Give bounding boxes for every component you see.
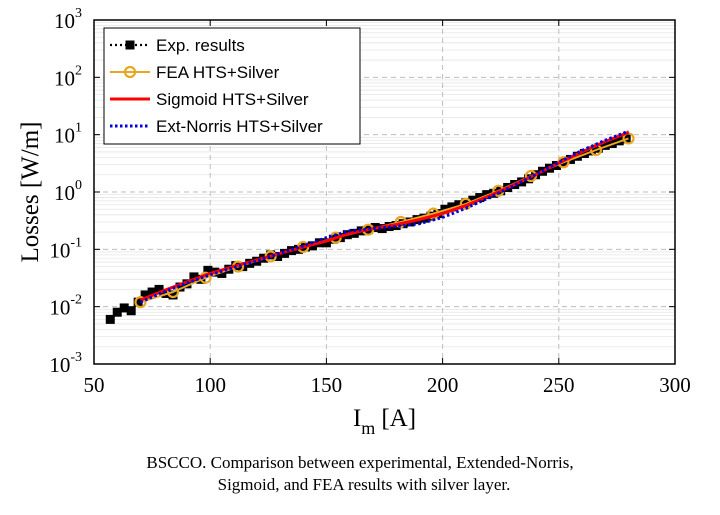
data-point xyxy=(461,198,471,208)
legend: Exp. results FEA HTS+Silver Sigmoid HTS+Si… xyxy=(103,27,361,145)
caption-line-1: BSCCO. Comparison between experimental, … xyxy=(146,453,574,472)
grid xyxy=(94,20,675,364)
y-tick-label: 103 xyxy=(54,6,82,33)
y-tick-label: 101 xyxy=(54,121,82,148)
legend-label: Ext-Norris HTS+Silver xyxy=(156,117,323,136)
data-point xyxy=(203,265,213,275)
legend-label: Sigmoid HTS+Silver xyxy=(156,90,309,109)
x-tick-label: 300 xyxy=(659,373,691,397)
legend-marker xyxy=(123,65,137,79)
x-tick-label: 100 xyxy=(194,373,226,397)
data-point xyxy=(126,306,136,316)
x-tick-label: 200 xyxy=(427,373,459,397)
data-point xyxy=(154,284,164,294)
y-tick-label: 100 xyxy=(54,178,82,205)
data-point xyxy=(182,279,192,289)
data-point xyxy=(119,303,129,313)
legend-marker xyxy=(125,40,135,50)
series-ext-norris-hts-silver xyxy=(139,129,630,304)
data-point xyxy=(273,251,283,261)
data-point xyxy=(454,200,464,210)
y-tick-label: 10-3 xyxy=(49,350,82,377)
x-tick-label: 50 xyxy=(84,373,105,397)
data-point xyxy=(447,202,457,212)
legend-label: FEA HTS+Silver xyxy=(156,63,280,82)
legend-label: Exp. results xyxy=(156,36,245,55)
x-tick-label: 250 xyxy=(543,373,575,397)
losses-chart: 10-3 10-2 10-1 100 101 102 103 50 100 150 200 250 30… xyxy=(17,6,691,438)
data-point xyxy=(189,272,199,282)
ticks: 10-3 10-2 10-1 100 101 102 103 50 100 150 200 250 30… xyxy=(49,6,690,397)
data-point xyxy=(134,296,147,309)
series-line xyxy=(139,129,630,304)
data-point xyxy=(321,238,331,248)
data-point xyxy=(140,290,150,300)
y-tick-label: 10-1 xyxy=(49,235,82,262)
data-point xyxy=(377,224,387,234)
y-tick-label: 102 xyxy=(54,63,82,90)
data-point xyxy=(168,290,178,300)
series-layer xyxy=(105,129,635,324)
caption-line-2: Sigmoid, and FEA results with silver lay… xyxy=(217,475,511,494)
data-point xyxy=(600,140,610,150)
data-point xyxy=(147,287,157,297)
y-axis-title: Losses [W/m] xyxy=(17,122,44,263)
data-point xyxy=(105,314,115,324)
data-point xyxy=(112,307,122,317)
figure-caption: BSCCO. Comparison between experimental, … xyxy=(0,452,720,496)
data-point xyxy=(217,268,227,278)
y-tick-label: 10-2 xyxy=(49,293,82,320)
x-tick-label: 150 xyxy=(311,373,343,397)
x-axis-title: Im [A] xyxy=(353,405,416,438)
data-point xyxy=(133,297,143,307)
